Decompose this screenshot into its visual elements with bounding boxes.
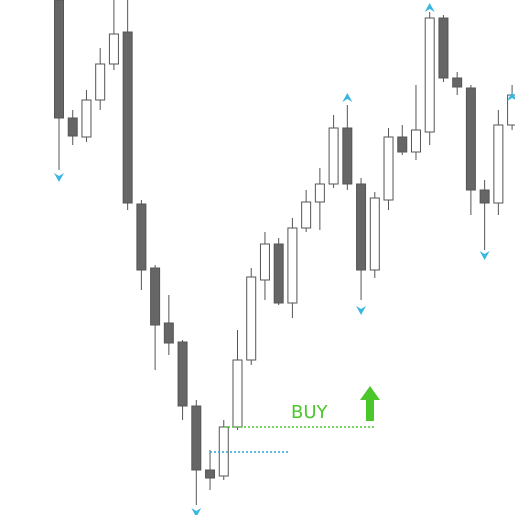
candle-body	[108, 33, 119, 65]
up-signal	[424, 3, 435, 12]
candle-body	[232, 359, 243, 428]
candle-body	[465, 87, 476, 191]
candle-body	[136, 203, 147, 271]
candle-body	[369, 197, 380, 271]
candle-body	[150, 267, 161, 326]
candle-body	[95, 63, 106, 101]
down-signal	[191, 508, 202, 515]
candle-body	[122, 31, 133, 204]
candle-body	[287, 227, 298, 304]
down-signal	[356, 306, 367, 315]
candle-body	[205, 469, 216, 479]
buy-label: BUY	[291, 402, 329, 423]
candle-body	[397, 136, 408, 153]
candle-body	[452, 77, 463, 88]
candle-body	[273, 243, 284, 304]
candle-body	[356, 183, 367, 271]
up-signal	[342, 93, 353, 102]
candle-body	[493, 124, 504, 204]
candle-body	[438, 17, 449, 79]
candle-body	[163, 322, 174, 344]
down-signal	[54, 173, 64, 182]
candle-body	[383, 136, 394, 201]
candle-body	[81, 99, 92, 138]
candle-body	[67, 117, 78, 137]
candle-body	[191, 405, 202, 471]
buy-arrow	[360, 386, 380, 421]
candle-body	[177, 341, 188, 407]
candle-body	[424, 17, 435, 133]
candle-body	[246, 276, 257, 361]
candle-body	[328, 127, 339, 185]
candle-body	[54, 0, 64, 119]
candle-body	[314, 183, 325, 203]
candle-body	[259, 243, 270, 281]
candle-body	[479, 189, 490, 204]
down-signal	[479, 251, 490, 260]
candle-body	[410, 129, 421, 153]
candle-body	[301, 201, 312, 229]
up-signal	[507, 92, 515, 101]
candle-body	[342, 127, 353, 185]
